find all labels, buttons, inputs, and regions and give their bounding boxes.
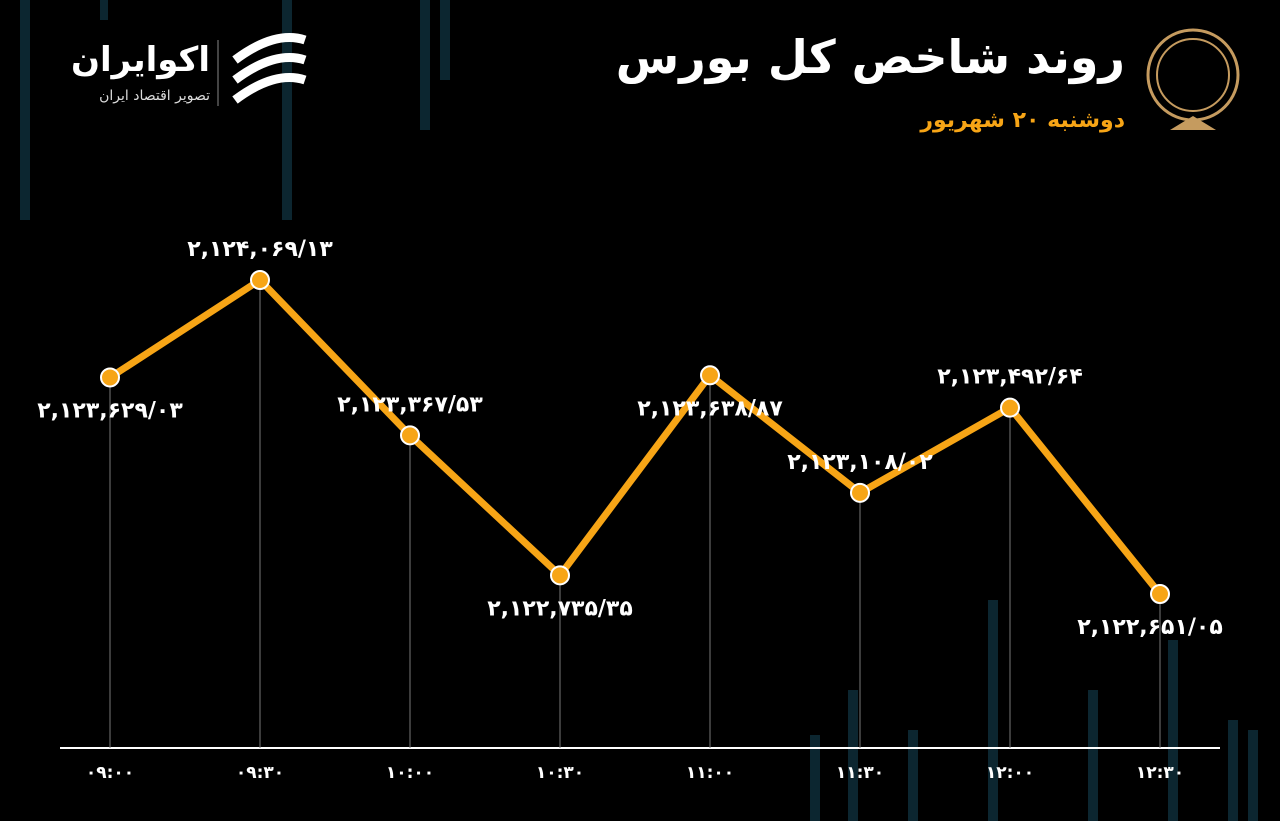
point bbox=[100, 367, 120, 388]
x-tick-label: ۱۰:۰۰ bbox=[386, 763, 434, 783]
point bbox=[850, 482, 870, 503]
point bbox=[1150, 584, 1170, 604]
data-label: ۲,۱۲۳,۴۹۲/۶۴ bbox=[937, 365, 1083, 390]
point bbox=[550, 565, 570, 586]
x-tick-label: ۰۹:۳۰ bbox=[236, 763, 284, 783]
brand-tagline: تصویر اقتصاد ایران bbox=[99, 88, 210, 104]
x-tick-label: ۱۲:۳۰ bbox=[1136, 763, 1184, 783]
point bbox=[250, 270, 270, 290]
background-bars bbox=[20, 0, 1258, 821]
x-tick-label: ۱۰:۳۰ bbox=[536, 763, 584, 783]
data-label: ۲,۱۲۳,۳۶۷/۵۳ bbox=[337, 392, 483, 417]
line bbox=[108, 276, 1163, 597]
data-label: ۲,۱۲۳,۶۲۹/۰۳ bbox=[37, 398, 183, 423]
data-label: ۲,۱۲۲,۶۵۱/۰۵ bbox=[1077, 615, 1223, 640]
x-tick-label: ۱۱:۰۰ bbox=[686, 763, 734, 783]
data-label: ۲,۱۲۲,۷۳۵/۳۵ bbox=[487, 596, 633, 621]
point bbox=[1000, 397, 1020, 418]
data-label: ۲,۱۲۳,۶۳۸/۸۷ bbox=[637, 396, 783, 421]
logo bbox=[217, 28, 1240, 130]
brand-name: اکوایران bbox=[71, 40, 210, 80]
data-label: ۲,۱۲۳,۱۰۸/۰۲ bbox=[787, 450, 933, 475]
x-tick-label: ۰۹:۰۰ bbox=[86, 763, 134, 783]
point bbox=[700, 365, 720, 386]
point bbox=[400, 425, 420, 446]
data-label: ۲,۱۲۴,۰۶۹/۱۳ bbox=[187, 237, 333, 262]
x-tick-label: ۱۱:۳۰ bbox=[836, 763, 884, 783]
x-tick-label: ۱۲:۰۰ bbox=[986, 763, 1034, 783]
chart-subtitle: دوشنبه ۲۰ شهریور bbox=[920, 108, 1125, 133]
chart-title: روند شاخص کل بورس bbox=[615, 30, 1125, 84]
